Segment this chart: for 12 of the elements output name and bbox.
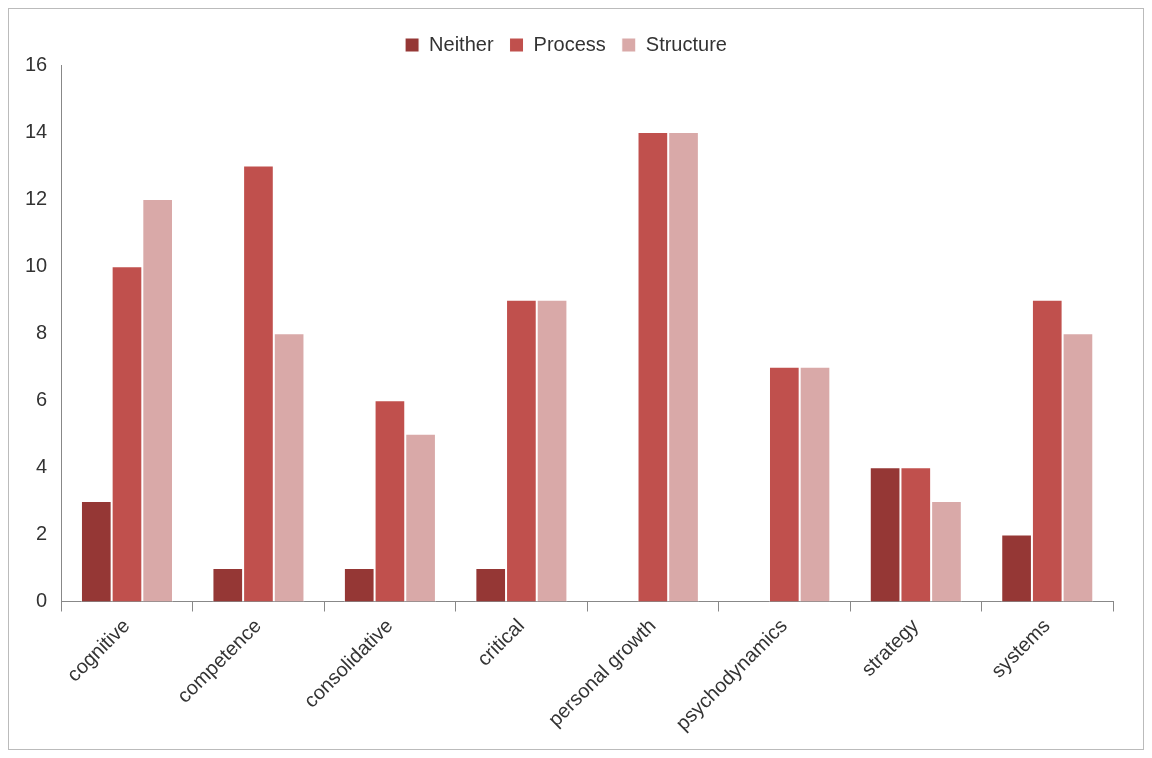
y-tick-label: 2 bbox=[36, 521, 48, 544]
y-tick-label: 14 bbox=[25, 119, 48, 142]
y-tick-label: 10 bbox=[25, 253, 48, 276]
y-tick-label: 4 bbox=[36, 454, 48, 477]
y-tick-label: 16 bbox=[25, 52, 48, 75]
legend-label: Neither bbox=[429, 32, 494, 55]
legend-label: Process bbox=[533, 32, 606, 55]
y-tick-label: 6 bbox=[36, 387, 48, 410]
y-tick-label: 8 bbox=[36, 320, 48, 343]
y-tick-label: 0 bbox=[36, 589, 48, 612]
y-tick-label: 12 bbox=[25, 186, 48, 209]
legend-label: Structure bbox=[645, 32, 727, 55]
